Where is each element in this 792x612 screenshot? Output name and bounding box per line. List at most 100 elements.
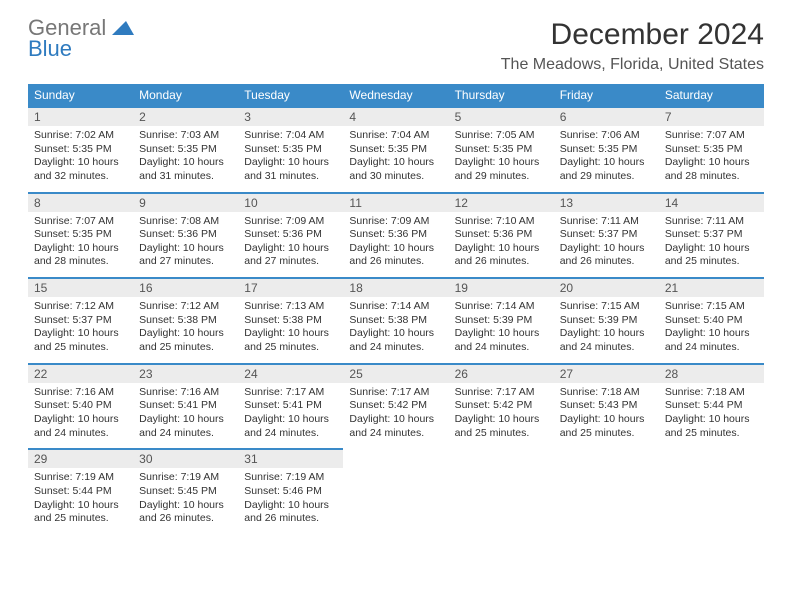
- daylight-text: Daylight: 10 hours and 27 minutes.: [139, 242, 232, 269]
- calendar-cell: 6Sunrise: 7:06 AMSunset: 5:35 PMDaylight…: [554, 106, 659, 192]
- day-content: Sunrise: 7:14 AMSunset: 5:39 PMDaylight:…: [449, 297, 554, 363]
- day-content: Sunrise: 7:13 AMSunset: 5:38 PMDaylight:…: [238, 297, 343, 363]
- day-content: Sunrise: 7:16 AMSunset: 5:41 PMDaylight:…: [133, 383, 238, 449]
- sunset-text: Sunset: 5:35 PM: [349, 143, 442, 157]
- day-content: Sunrise: 7:19 AMSunset: 5:46 PMDaylight:…: [238, 468, 343, 534]
- day-content: Sunrise: 7:12 AMSunset: 5:37 PMDaylight:…: [28, 297, 133, 363]
- sunrise-text: Sunrise: 7:16 AM: [139, 386, 232, 400]
- calendar-cell: 16Sunrise: 7:12 AMSunset: 5:38 PMDayligh…: [133, 277, 238, 363]
- sunrise-text: Sunrise: 7:10 AM: [455, 215, 548, 229]
- day-content: Sunrise: 7:07 AMSunset: 5:35 PMDaylight:…: [659, 126, 764, 192]
- daylight-text: Daylight: 10 hours and 25 minutes.: [139, 327, 232, 354]
- day-number: 2: [133, 106, 238, 126]
- sunset-text: Sunset: 5:35 PM: [244, 143, 337, 157]
- daylight-text: Daylight: 10 hours and 26 minutes.: [139, 499, 232, 526]
- weekday-thursday: Thursday: [449, 84, 554, 106]
- sunrise-text: Sunrise: 7:04 AM: [349, 129, 442, 143]
- day-number: 20: [554, 277, 659, 297]
- calendar-cell: 26Sunrise: 7:17 AMSunset: 5:42 PMDayligh…: [449, 363, 554, 449]
- calendar-cell: 22Sunrise: 7:16 AMSunset: 5:40 PMDayligh…: [28, 363, 133, 449]
- sunrise-text: Sunrise: 7:05 AM: [455, 129, 548, 143]
- calendar-cell: 18Sunrise: 7:14 AMSunset: 5:38 PMDayligh…: [343, 277, 448, 363]
- day-number: 18: [343, 277, 448, 297]
- daylight-text: Daylight: 10 hours and 25 minutes.: [560, 413, 653, 440]
- daylight-text: Daylight: 10 hours and 31 minutes.: [139, 156, 232, 183]
- sunset-text: Sunset: 5:43 PM: [560, 399, 653, 413]
- sunset-text: Sunset: 5:39 PM: [455, 314, 548, 328]
- weekday-tuesday: Tuesday: [238, 84, 343, 106]
- sunset-text: Sunset: 5:36 PM: [244, 228, 337, 242]
- day-content: Sunrise: 7:09 AMSunset: 5:36 PMDaylight:…: [238, 212, 343, 278]
- day-number: 5: [449, 106, 554, 126]
- weekday-friday: Friday: [554, 84, 659, 106]
- daylight-text: Daylight: 10 hours and 25 minutes.: [665, 242, 758, 269]
- daylight-text: Daylight: 10 hours and 28 minutes.: [665, 156, 758, 183]
- day-content: Sunrise: 7:04 AMSunset: 5:35 PMDaylight:…: [238, 126, 343, 192]
- calendar-cell: 30Sunrise: 7:19 AMSunset: 5:45 PMDayligh…: [133, 448, 238, 534]
- sunset-text: Sunset: 5:37 PM: [560, 228, 653, 242]
- sunrise-text: Sunrise: 7:13 AM: [244, 300, 337, 314]
- daylight-text: Daylight: 10 hours and 24 minutes.: [455, 327, 548, 354]
- calendar-row: 1Sunrise: 7:02 AMSunset: 5:35 PMDaylight…: [28, 106, 764, 192]
- calendar-cell: 3Sunrise: 7:04 AMSunset: 5:35 PMDaylight…: [238, 106, 343, 192]
- sunset-text: Sunset: 5:35 PM: [34, 228, 127, 242]
- day-number: 1: [28, 106, 133, 126]
- day-number: 31: [238, 448, 343, 468]
- weekday-header-row: Sunday Monday Tuesday Wednesday Thursday…: [28, 84, 764, 106]
- calendar-row: 22Sunrise: 7:16 AMSunset: 5:40 PMDayligh…: [28, 363, 764, 449]
- sunset-text: Sunset: 5:37 PM: [34, 314, 127, 328]
- day-content: Sunrise: 7:16 AMSunset: 5:40 PMDaylight:…: [28, 383, 133, 449]
- sunrise-text: Sunrise: 7:19 AM: [244, 471, 337, 485]
- weekday-monday: Monday: [133, 84, 238, 106]
- day-content: Sunrise: 7:17 AMSunset: 5:42 PMDaylight:…: [449, 383, 554, 449]
- calendar-cell: 20Sunrise: 7:15 AMSunset: 5:39 PMDayligh…: [554, 277, 659, 363]
- location-text: The Meadows, Florida, United States: [501, 56, 764, 74]
- daylight-text: Daylight: 10 hours and 24 minutes.: [560, 327, 653, 354]
- daylight-text: Daylight: 10 hours and 30 minutes.: [349, 156, 442, 183]
- day-number: 29: [28, 448, 133, 468]
- sunset-text: Sunset: 5:35 PM: [34, 143, 127, 157]
- calendar-cell: 7Sunrise: 7:07 AMSunset: 5:35 PMDaylight…: [659, 106, 764, 192]
- sunrise-text: Sunrise: 7:04 AM: [244, 129, 337, 143]
- day-number: 25: [343, 363, 448, 383]
- day-content: Sunrise: 7:17 AMSunset: 5:41 PMDaylight:…: [238, 383, 343, 449]
- day-content: Sunrise: 7:14 AMSunset: 5:38 PMDaylight:…: [343, 297, 448, 363]
- calendar-cell: 13Sunrise: 7:11 AMSunset: 5:37 PMDayligh…: [554, 192, 659, 278]
- brand-line2: Blue: [28, 36, 72, 61]
- calendar-cell: 15Sunrise: 7:12 AMSunset: 5:37 PMDayligh…: [28, 277, 133, 363]
- daylight-text: Daylight: 10 hours and 24 minutes.: [244, 413, 337, 440]
- daylight-text: Daylight: 10 hours and 24 minutes.: [34, 413, 127, 440]
- calendar-table: Sunday Monday Tuesday Wednesday Thursday…: [28, 84, 764, 534]
- day-number: 6: [554, 106, 659, 126]
- calendar-cell: 10Sunrise: 7:09 AMSunset: 5:36 PMDayligh…: [238, 192, 343, 278]
- calendar-cell: [343, 448, 448, 534]
- calendar-cell: [659, 448, 764, 534]
- calendar-cell: 8Sunrise: 7:07 AMSunset: 5:35 PMDaylight…: [28, 192, 133, 278]
- sunrise-text: Sunrise: 7:19 AM: [139, 471, 232, 485]
- sunset-text: Sunset: 5:38 PM: [244, 314, 337, 328]
- daylight-text: Daylight: 10 hours and 24 minutes.: [665, 327, 758, 354]
- daylight-text: Daylight: 10 hours and 29 minutes.: [560, 156, 653, 183]
- sunset-text: Sunset: 5:35 PM: [455, 143, 548, 157]
- day-content: Sunrise: 7:15 AMSunset: 5:40 PMDaylight:…: [659, 297, 764, 363]
- sunset-text: Sunset: 5:36 PM: [349, 228, 442, 242]
- day-number: 28: [659, 363, 764, 383]
- sunset-text: Sunset: 5:36 PM: [455, 228, 548, 242]
- calendar-cell: 11Sunrise: 7:09 AMSunset: 5:36 PMDayligh…: [343, 192, 448, 278]
- sunset-text: Sunset: 5:38 PM: [139, 314, 232, 328]
- calendar-cell: 21Sunrise: 7:15 AMSunset: 5:40 PMDayligh…: [659, 277, 764, 363]
- day-number: 15: [28, 277, 133, 297]
- calendar-cell: 24Sunrise: 7:17 AMSunset: 5:41 PMDayligh…: [238, 363, 343, 449]
- day-number: 19: [449, 277, 554, 297]
- sunset-text: Sunset: 5:35 PM: [560, 143, 653, 157]
- sunrise-text: Sunrise: 7:14 AM: [349, 300, 442, 314]
- weekday-wednesday: Wednesday: [343, 84, 448, 106]
- day-number: 21: [659, 277, 764, 297]
- day-number: 12: [449, 192, 554, 212]
- sunrise-text: Sunrise: 7:03 AM: [139, 129, 232, 143]
- day-number: 11: [343, 192, 448, 212]
- day-content: Sunrise: 7:17 AMSunset: 5:42 PMDaylight:…: [343, 383, 448, 449]
- calendar-cell: 5Sunrise: 7:05 AMSunset: 5:35 PMDaylight…: [449, 106, 554, 192]
- day-number: 8: [28, 192, 133, 212]
- day-number: 4: [343, 106, 448, 126]
